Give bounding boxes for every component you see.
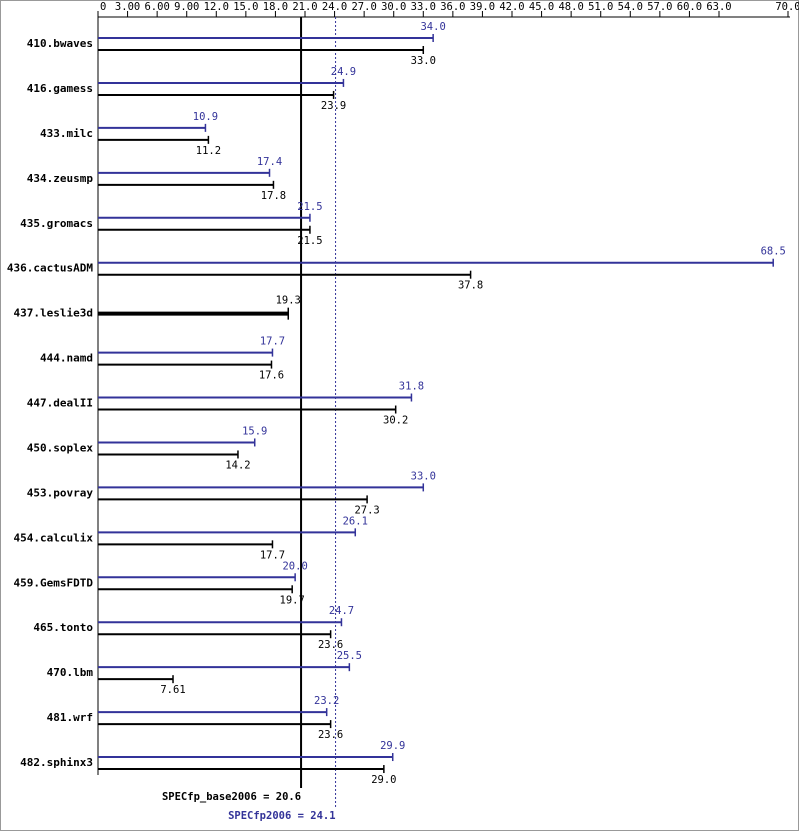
x-tick-label: 48.0 (558, 1, 583, 13)
category-label: 454.calculix (14, 531, 94, 544)
value-label: 24.7 (329, 605, 354, 617)
value-label: 17.7 (260, 336, 285, 348)
category-label: 436.cactusADM (7, 262, 93, 275)
x-tick-label: 12.0 (204, 1, 229, 13)
category-label: 435.gromacs (20, 217, 93, 230)
x-tick-label: 6.00 (144, 1, 169, 13)
value-label: 29.0 (371, 774, 396, 786)
x-tick-label: 39.0 (470, 1, 495, 13)
x-tick-label: 45.0 (529, 1, 554, 13)
value-label: 19.7 (280, 594, 305, 606)
x-tick-label: 27.0 (351, 1, 376, 13)
value-label: 17.7 (260, 549, 285, 561)
x-tick-label: 9.00 (174, 1, 199, 13)
category-label: 416.gamess (27, 82, 93, 95)
value-label: 14.2 (225, 459, 250, 471)
value-label: 26.1 (343, 515, 368, 527)
x-tick-label: 18.0 (263, 1, 288, 13)
value-label: 68.5 (761, 246, 786, 258)
x-tick-label: 0 (100, 1, 106, 13)
category-label: 450.soplex (27, 441, 94, 454)
value-label: 34.0 (420, 21, 445, 33)
x-tick-label: 54.0 (618, 1, 643, 13)
value-label: 17.8 (261, 190, 286, 202)
value-label: 23.9 (321, 100, 346, 112)
value-label: 17.6 (259, 370, 284, 382)
value-label: 27.3 (354, 504, 379, 516)
value-label: 23.6 (318, 729, 343, 741)
value-label: 17.4 (257, 156, 282, 168)
value-label: 20.0 (282, 560, 307, 572)
category-label: 470.lbm (47, 666, 94, 679)
value-label: 23.6 (318, 639, 343, 651)
value-label: 24.9 (331, 66, 356, 78)
category-label: 410.bwaves (27, 37, 93, 50)
value-label: 23.2 (314, 695, 339, 707)
value-label: 19.3 (276, 295, 301, 307)
reference-label: SPECfp2006 = 24.1 (228, 810, 335, 822)
category-label: 482.sphinx3 (20, 756, 93, 769)
category-label: 459.GemsFDTD (14, 576, 94, 589)
category-label: 434.zeusmp (27, 172, 94, 185)
x-tick-label: 51.0 (588, 1, 613, 13)
x-tick-label: 33.0 (411, 1, 436, 13)
category-label: 447.dealII (27, 397, 93, 410)
x-tick-label: 42.0 (499, 1, 524, 13)
value-label: 21.5 (297, 201, 322, 213)
value-label: 7.61 (160, 684, 185, 696)
x-tick-label: 3.00 (115, 1, 140, 13)
value-label: 25.5 (337, 650, 362, 662)
x-tick-label: 36.0 (440, 1, 465, 13)
category-label: 444.namd (40, 352, 93, 365)
x-tick-label: 70.0 (775, 1, 799, 13)
reference-label: SPECfp_base2006 = 20.6 (162, 791, 301, 803)
value-label: 29.9 (380, 740, 405, 752)
category-label: 453.povray (27, 486, 94, 499)
x-tick-label: 15.0 (233, 1, 258, 13)
value-label: 10.9 (193, 111, 218, 123)
value-label: 37.8 (458, 280, 483, 292)
value-label: 30.2 (383, 415, 408, 427)
value-label: 21.5 (297, 235, 322, 247)
x-tick-label: 30.0 (381, 1, 406, 13)
value-label: 11.2 (196, 145, 221, 157)
category-label: 437.leslie3d (14, 307, 93, 320)
value-label: 33.0 (411, 55, 436, 67)
value-label: 15.9 (242, 425, 267, 437)
x-tick-label: 24.0 (322, 1, 347, 13)
category-label: 481.wrf (47, 711, 93, 724)
x-tick-label: 63.0 (706, 1, 731, 13)
x-tick-label: 57.0 (647, 1, 672, 13)
x-tick-label: 60.0 (677, 1, 702, 13)
category-label: 465.tonto (33, 621, 93, 634)
value-label: 33.0 (411, 470, 436, 482)
x-tick-label: 21.0 (292, 1, 317, 13)
category-label: 433.milc (40, 127, 93, 140)
value-label: 31.8 (399, 381, 424, 393)
